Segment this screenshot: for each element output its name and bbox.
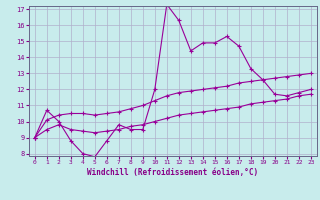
- X-axis label: Windchill (Refroidissement éolien,°C): Windchill (Refroidissement éolien,°C): [87, 168, 258, 177]
